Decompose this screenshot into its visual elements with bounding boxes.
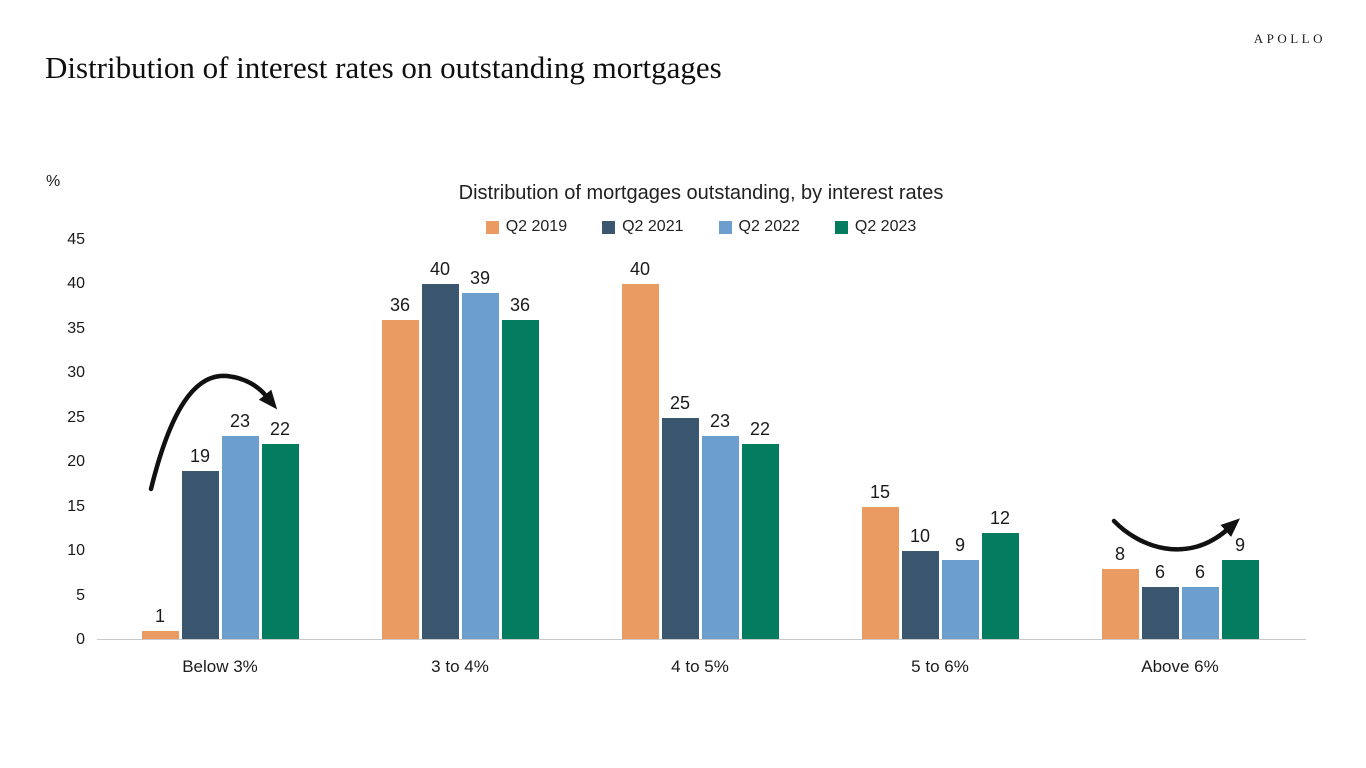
bar [221, 435, 259, 640]
bar-value-label: 8 [1114, 543, 1125, 564]
x-category-label: 4 to 5% [671, 657, 729, 676]
bar-value-label: 25 [669, 392, 691, 413]
bar [661, 417, 699, 640]
bar-value-label: 6 [1194, 561, 1205, 582]
legend-item: Q2 2022 [718, 218, 800, 236]
bar [621, 284, 659, 640]
x-axis-baseline [97, 639, 1306, 640]
bar [261, 444, 299, 640]
bar-value-label: 39 [469, 268, 491, 289]
y-tick-label: 0 [76, 631, 85, 648]
bar [141, 631, 179, 640]
legend-label: Q2 2021 [622, 218, 684, 235]
bar-value-label: 12 [989, 508, 1011, 529]
bar-value-label: 9 [954, 535, 965, 555]
bar [901, 551, 939, 640]
bar [941, 560, 979, 640]
bar-value-label: 36 [509, 295, 531, 315]
legend-item: Q2 2019 [485, 218, 568, 236]
bar [181, 471, 219, 640]
bar [981, 533, 1019, 640]
legend-item: Q2 2023 [834, 218, 917, 236]
bar [501, 320, 539, 640]
y-tick-label: 25 [67, 408, 85, 426]
bar-value-label: 36 [389, 295, 411, 315]
legend-swatch [834, 220, 848, 234]
y-tick-label: 35 [67, 319, 85, 337]
legend-label: Q2 2019 [505, 218, 568, 235]
bar [1221, 560, 1259, 640]
bar [1101, 568, 1139, 640]
legend-swatch [718, 220, 732, 234]
bar-value-label: 22 [749, 419, 771, 440]
y-tick-label: 15 [67, 497, 85, 515]
y-tick-label: 10 [67, 542, 85, 560]
bar [1141, 586, 1179, 640]
bar [381, 320, 419, 640]
y-tick-label: 45 [67, 231, 85, 248]
bar [461, 293, 499, 640]
x-category-label: Above 6% [1141, 657, 1219, 676]
y-tick-label: 5 [76, 586, 85, 604]
legend-swatch [602, 220, 616, 234]
y-axis-unit-label: % [46, 173, 61, 190]
bar-value-label: 23 [709, 410, 731, 431]
bar-value-label: 10 [909, 526, 931, 547]
legend-label: Q2 2022 [738, 218, 800, 235]
apollo-logo: APOLLO [1253, 31, 1326, 46]
legend-label: Q2 2023 [854, 218, 917, 235]
bar-value-label: 22 [269, 419, 291, 440]
chart-legend: Q2 2019 Q2 2021 Q2 2022 Q2 2023 [97, 218, 1305, 236]
bar-value-label: 40 [429, 259, 451, 280]
legend-item: Q2 2021 [602, 218, 684, 236]
y-tick-label: 20 [67, 453, 85, 471]
bar [741, 444, 779, 640]
bar-value-label: 19 [189, 446, 211, 467]
bar-value-label: 15 [869, 481, 891, 502]
bar-value-label: 6 [1154, 561, 1165, 582]
bar [861, 506, 899, 640]
bar-value-label: 9 [1234, 535, 1245, 555]
x-category-label: Below 3% [182, 657, 258, 676]
bar-value-label: 1 [154, 606, 165, 627]
bar [701, 435, 739, 640]
page-title: Distribution of interest rates on outsta… [45, 50, 722, 85]
y-tick-label: 30 [67, 364, 85, 382]
chart-title: Distribution of mortgages outstanding, b… [458, 182, 944, 204]
x-category-label: 3 to 4% [431, 657, 489, 676]
legend-swatch [485, 220, 499, 234]
x-category-label: 5 to 6% [911, 657, 969, 676]
bar [421, 284, 459, 640]
y-tick-label: 40 [67, 275, 85, 293]
bar [1181, 586, 1219, 640]
bar-value-label: 40 [629, 259, 651, 280]
